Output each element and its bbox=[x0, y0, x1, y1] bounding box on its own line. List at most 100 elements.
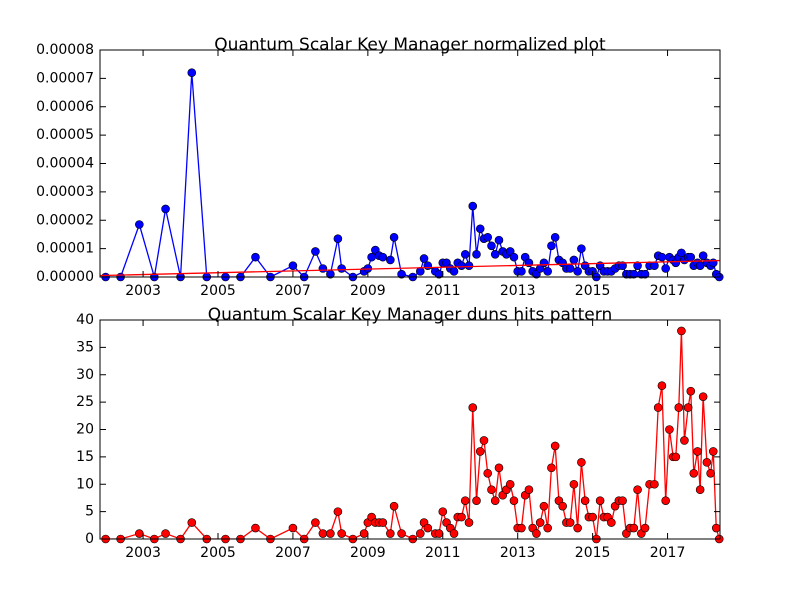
data-point bbox=[595, 496, 605, 505]
data-point bbox=[677, 326, 686, 336]
y-tick-label: 5 bbox=[85, 504, 94, 520]
data-point bbox=[569, 479, 579, 489]
x-tick-label: 2005 bbox=[200, 545, 236, 561]
y-tick-label: 0.00008 bbox=[36, 42, 94, 58]
data-point bbox=[475, 224, 485, 234]
data-point bbox=[494, 463, 504, 473]
data-point bbox=[607, 518, 616, 527]
chart-title: Quantum Scalar Key Manager duns hits pat… bbox=[208, 305, 612, 325]
x-tick-label: 2011 bbox=[425, 545, 461, 561]
data-point bbox=[311, 518, 320, 527]
data-point bbox=[558, 501, 567, 511]
data-point bbox=[708, 447, 718, 456]
data-point bbox=[569, 255, 579, 265]
data-point bbox=[509, 496, 519, 505]
data-point bbox=[397, 269, 406, 279]
x-tick-label: 2011 bbox=[425, 283, 461, 299]
data-point bbox=[333, 507, 343, 516]
x-tick-label: 2017 bbox=[650, 545, 686, 561]
data-point bbox=[543, 267, 552, 276]
data-point bbox=[665, 425, 674, 434]
data-point bbox=[318, 264, 328, 273]
data-point bbox=[618, 496, 627, 505]
data-point bbox=[337, 529, 346, 538]
data-point bbox=[633, 261, 642, 270]
data-point bbox=[419, 254, 429, 263]
chart-title: Quantum Scalar Key Manager normalized pl… bbox=[214, 35, 606, 55]
data-point bbox=[475, 447, 485, 456]
data-point bbox=[640, 523, 650, 533]
data-point bbox=[288, 523, 298, 533]
x-tick-label: 2007 bbox=[275, 545, 311, 561]
data-point bbox=[680, 436, 689, 445]
data-point bbox=[565, 264, 575, 273]
data-point bbox=[711, 523, 721, 533]
data-point bbox=[457, 261, 466, 270]
data-point bbox=[423, 523, 433, 533]
data-point bbox=[337, 264, 346, 273]
data-point bbox=[588, 512, 597, 522]
data-point bbox=[490, 496, 500, 505]
data-point bbox=[389, 501, 399, 511]
data-point bbox=[135, 529, 144, 538]
data-point bbox=[633, 485, 642, 495]
data-point bbox=[689, 468, 699, 478]
data-point bbox=[161, 529, 170, 538]
y-tick-label: 30 bbox=[76, 367, 94, 383]
data-point bbox=[671, 452, 681, 462]
data-point bbox=[460, 250, 470, 259]
data-point bbox=[457, 512, 466, 522]
x-tick-label: 2015 bbox=[575, 283, 611, 299]
data-point bbox=[706, 468, 715, 478]
data-point bbox=[378, 518, 388, 527]
x-tick-label: 2015 bbox=[575, 545, 611, 561]
y-tick-label: 10 bbox=[76, 476, 94, 492]
y-tick-label: 0.00002 bbox=[36, 212, 94, 228]
data-point bbox=[449, 267, 459, 276]
data-point bbox=[251, 252, 260, 262]
data-point bbox=[683, 403, 693, 412]
y-tick-label: 35 bbox=[76, 339, 94, 355]
data-point bbox=[397, 529, 406, 538]
data-point bbox=[686, 252, 696, 262]
data-point bbox=[657, 252, 667, 262]
data-point bbox=[702, 458, 712, 467]
data-point bbox=[573, 523, 582, 533]
data-point bbox=[434, 529, 444, 538]
data-point bbox=[187, 518, 197, 527]
x-tick-label: 2013 bbox=[500, 545, 536, 561]
data-point bbox=[640, 269, 650, 279]
data-point bbox=[698, 392, 708, 401]
x-tick-label: 2003 bbox=[125, 283, 161, 299]
data-point bbox=[251, 523, 260, 533]
data-point bbox=[464, 518, 474, 527]
y-tick-label: 0.00006 bbox=[36, 99, 94, 115]
data-point bbox=[487, 241, 496, 251]
series-line bbox=[100, 259, 720, 277]
data-point bbox=[333, 234, 343, 243]
data-point bbox=[650, 479, 659, 489]
y-tick-label: 0.00005 bbox=[36, 127, 94, 143]
data-point bbox=[524, 485, 534, 495]
data-point bbox=[311, 247, 320, 256]
data-point bbox=[629, 523, 639, 533]
x-tick-label: 2005 bbox=[200, 283, 236, 299]
data-point bbox=[161, 204, 170, 214]
y-tick-label: 0.00007 bbox=[36, 70, 94, 86]
data-point bbox=[650, 261, 659, 270]
x-tick-label: 2013 bbox=[500, 283, 536, 299]
x-tick-label: 2007 bbox=[275, 283, 311, 299]
data-point bbox=[547, 241, 556, 251]
data-point bbox=[494, 235, 504, 245]
data-point bbox=[550, 441, 560, 451]
data-point bbox=[547, 463, 556, 473]
y-tick-label: 15 bbox=[76, 449, 94, 465]
data-point bbox=[693, 447, 702, 456]
data-point bbox=[543, 523, 552, 533]
data-point bbox=[359, 529, 369, 538]
data-point bbox=[449, 529, 459, 538]
data-point bbox=[686, 386, 696, 396]
y-tick-label: 25 bbox=[76, 394, 94, 410]
